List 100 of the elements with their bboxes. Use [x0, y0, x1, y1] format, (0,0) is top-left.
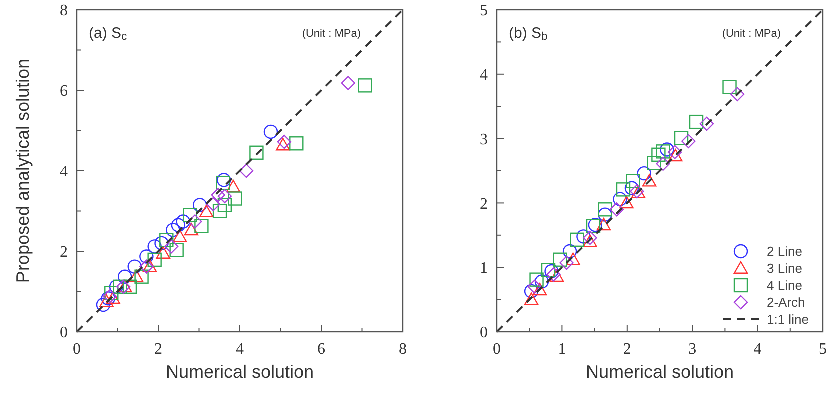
x-axis-title: Numerical solution	[586, 362, 734, 382]
point	[656, 144, 670, 159]
x-tick-label: 4	[236, 341, 244, 358]
point	[290, 136, 304, 151]
point	[700, 116, 714, 132]
point	[358, 78, 372, 93]
point	[170, 243, 184, 258]
point	[530, 272, 544, 287]
legend-label: 2 Line	[767, 244, 802, 260]
point	[192, 198, 208, 212]
y-tick-label: 2	[480, 196, 488, 213]
y-tick-label: 4	[480, 67, 488, 84]
y-tick-label: 2	[60, 244, 68, 262]
point	[277, 134, 292, 150]
point	[598, 202, 612, 217]
point	[637, 166, 652, 181]
point	[129, 270, 144, 282]
text: (a) S$_{c}$	[89, 25, 128, 43]
point	[642, 174, 657, 187]
point	[173, 230, 188, 242]
point	[148, 240, 162, 254]
point	[534, 274, 550, 289]
point	[176, 214, 190, 229]
point	[122, 280, 138, 294]
point	[250, 146, 264, 160]
x-tick-label: 5	[819, 341, 827, 358]
point	[194, 219, 209, 234]
x-tick-label: 2	[623, 341, 632, 358]
annotation: (Unit : MPa)	[722, 28, 781, 40]
point	[656, 156, 670, 172]
point	[166, 223, 180, 238]
point	[109, 280, 124, 294]
x-tick-label: 4	[754, 341, 762, 358]
point	[532, 283, 548, 296]
point	[576, 230, 591, 244]
point	[100, 294, 114, 308]
point	[553, 252, 568, 267]
point	[106, 291, 120, 304]
x-tick-label: 0	[493, 341, 501, 358]
point	[104, 286, 119, 300]
point	[620, 196, 634, 209]
point	[171, 218, 186, 232]
point	[626, 174, 640, 188]
point	[524, 292, 539, 306]
point	[570, 232, 584, 248]
point	[218, 189, 232, 204]
x-tick-label: 8	[399, 341, 407, 358]
point	[541, 263, 556, 278]
point	[142, 260, 158, 272]
point	[134, 270, 149, 284]
point	[566, 252, 580, 266]
point	[596, 218, 612, 231]
annotation: (Unit : MPa)	[302, 28, 361, 40]
point	[148, 252, 162, 268]
point	[184, 223, 199, 236]
y-tick-label: 4	[60, 164, 68, 181]
point	[647, 156, 662, 170]
point	[160, 233, 174, 248]
point	[199, 204, 214, 218]
point	[188, 214, 202, 229]
point	[550, 270, 564, 282]
point	[211, 188, 226, 202]
point	[668, 145, 682, 160]
point	[689, 114, 704, 130]
x-tick-label: 0	[73, 341, 81, 358]
point	[217, 173, 232, 188]
point	[239, 164, 254, 178]
point	[341, 76, 356, 90]
point	[613, 192, 628, 206]
point	[140, 260, 154, 274]
legend-label: 3 Line	[767, 261, 802, 276]
point	[624, 181, 640, 196]
point	[276, 138, 290, 151]
point	[218, 198, 232, 212]
point	[113, 280, 128, 294]
point	[668, 149, 683, 162]
y-tick-label: 8	[60, 2, 68, 20]
point	[598, 208, 612, 222]
point	[154, 236, 169, 251]
point	[156, 246, 170, 259]
x-tick-label: 3	[688, 341, 697, 358]
point	[560, 256, 574, 270]
point	[206, 197, 221, 212]
point	[546, 268, 561, 282]
point	[544, 264, 559, 279]
point	[730, 87, 745, 102]
point	[128, 260, 142, 274]
x-tick-label: 1	[558, 341, 566, 358]
y-tick-label: 3	[480, 131, 488, 148]
point	[583, 234, 598, 248]
point	[118, 270, 132, 284]
y-tick-label: 5	[480, 2, 488, 20]
point	[524, 284, 539, 299]
point	[562, 244, 578, 259]
point	[164, 240, 179, 254]
x-axis-title: Numerical solution	[166, 362, 314, 382]
point	[583, 230, 598, 246]
point	[610, 202, 624, 217]
legend-label: 1:1 line	[767, 312, 809, 328]
point	[682, 134, 696, 148]
